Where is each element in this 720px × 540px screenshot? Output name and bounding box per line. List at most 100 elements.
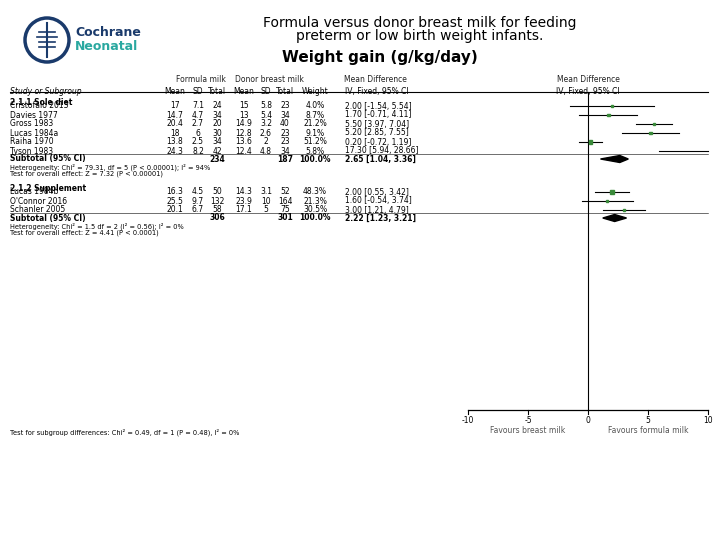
Text: 23: 23 [280, 129, 290, 138]
Text: 34: 34 [212, 111, 222, 119]
Text: 17.1: 17.1 [235, 206, 253, 214]
Text: preterm or low birth weight infants.: preterm or low birth weight infants. [297, 29, 544, 43]
Text: 30.5%: 30.5% [303, 206, 327, 214]
Text: 13.8: 13.8 [166, 138, 184, 146]
Text: Subtotal (95% CI): Subtotal (95% CI) [10, 213, 86, 222]
Text: 2.22 [1.23, 3.21]: 2.22 [1.23, 3.21] [345, 213, 416, 222]
Text: Test for overall effect: Z = 4.41 (P < 0.0001): Test for overall effect: Z = 4.41 (P < 0… [10, 230, 158, 237]
Text: 17.30 [5.94, 28.66]: 17.30 [5.94, 28.66] [345, 146, 418, 156]
Text: 7.1: 7.1 [192, 102, 204, 111]
Text: 5.8%: 5.8% [305, 146, 325, 156]
Text: 306: 306 [209, 213, 225, 222]
Text: 2.00 [0.55, 3.42]: 2.00 [0.55, 3.42] [345, 187, 409, 197]
Text: 164: 164 [278, 197, 292, 206]
Text: 34: 34 [280, 111, 290, 119]
Text: 4.8: 4.8 [260, 146, 272, 156]
Text: Total: Total [276, 87, 294, 96]
Text: 2.1.2 Supplement: 2.1.2 Supplement [10, 184, 86, 193]
Polygon shape [600, 156, 629, 163]
Text: 3.2: 3.2 [260, 119, 272, 129]
Text: 3.1: 3.1 [260, 187, 272, 197]
Text: 14.9: 14.9 [235, 119, 253, 129]
Text: 2.00 [-1.54, 5.54]: 2.00 [-1.54, 5.54] [345, 102, 412, 111]
Text: Cristofalo 2013: Cristofalo 2013 [10, 102, 68, 111]
Text: 20: 20 [212, 119, 222, 129]
Text: Heterogeneity: Chi² = 79.31, df = 5 (P < 0.00001); I² = 94%: Heterogeneity: Chi² = 79.31, df = 5 (P <… [10, 163, 210, 171]
Bar [653, 123, 655, 125]
Text: Formula versus donor breast milk for feeding: Formula versus donor breast milk for fee… [264, 16, 577, 30]
Text: 14.3: 14.3 [235, 187, 253, 197]
Text: 21.2%: 21.2% [303, 119, 327, 129]
Text: Subtotal (95% CI): Subtotal (95% CI) [10, 154, 86, 164]
Text: 23: 23 [280, 138, 290, 146]
Text: 5.20 [2.85, 7.55]: 5.20 [2.85, 7.55] [345, 129, 409, 138]
Text: 187: 187 [277, 154, 293, 164]
Text: 24: 24 [212, 102, 222, 111]
Text: 23: 23 [280, 102, 290, 111]
Text: 30: 30 [212, 129, 222, 138]
Text: 2.7: 2.7 [192, 119, 204, 129]
Text: 15: 15 [239, 102, 249, 111]
Text: Schanler 2005: Schanler 2005 [10, 206, 66, 214]
Text: Mean: Mean [165, 87, 186, 96]
Text: 21.3%: 21.3% [303, 197, 327, 206]
Text: 10: 10 [703, 416, 713, 425]
Text: 4.7: 4.7 [192, 111, 204, 119]
Bar [623, 209, 625, 211]
Text: 1.60 [-0.54, 3.74]: 1.60 [-0.54, 3.74] [345, 197, 412, 206]
Bar [611, 105, 613, 107]
Text: 20.1: 20.1 [166, 206, 184, 214]
Text: Mean: Mean [233, 87, 254, 96]
Bar [589, 140, 592, 144]
Text: Favours breast milk: Favours breast milk [490, 426, 566, 435]
Text: 34: 34 [212, 138, 222, 146]
Bar [649, 132, 652, 134]
Text: 5.50 [3.97, 7.04]: 5.50 [3.97, 7.04] [345, 119, 409, 129]
Text: 4.0%: 4.0% [305, 102, 325, 111]
Text: 301: 301 [277, 213, 293, 222]
Text: 8.7%: 8.7% [305, 111, 325, 119]
Bar [607, 114, 610, 116]
Text: 1.70 [-0.71, 4.11]: 1.70 [-0.71, 4.11] [345, 111, 411, 119]
Text: 100.0%: 100.0% [300, 154, 330, 164]
Text: 100.0%: 100.0% [300, 213, 330, 222]
Text: 23.9: 23.9 [235, 197, 253, 206]
Text: 3.00 [1.21, 4.79]: 3.00 [1.21, 4.79] [345, 206, 409, 214]
Text: 24.3: 24.3 [166, 146, 184, 156]
Text: IV, Fixed, 95% CI: IV, Fixed, 95% CI [345, 87, 409, 96]
Text: Heterogeneity: Chi² = 1.5 df = 2 (I² = 0.56); I² = 0%: Heterogeneity: Chi² = 1.5 df = 2 (I² = 0… [10, 222, 184, 230]
Text: 12.4: 12.4 [235, 146, 253, 156]
Text: Neonatal: Neonatal [75, 39, 138, 52]
Text: 75: 75 [280, 206, 290, 214]
Text: Formula milk: Formula milk [176, 75, 226, 84]
Text: 6: 6 [196, 129, 200, 138]
Polygon shape [603, 214, 626, 221]
Text: 50: 50 [212, 187, 222, 197]
Text: 34: 34 [280, 146, 290, 156]
Text: 2.1.1 Sole diet: 2.1.1 Sole diet [10, 98, 73, 107]
Text: 5: 5 [646, 416, 650, 425]
Text: 5: 5 [264, 206, 269, 214]
Text: 18: 18 [170, 129, 180, 138]
Text: Mean Difference: Mean Difference [343, 75, 406, 84]
Text: 5.4: 5.4 [260, 111, 272, 119]
Text: 4.5: 4.5 [192, 187, 204, 197]
Text: 13.6: 13.6 [235, 138, 253, 146]
Text: Donor breast milk: Donor breast milk [235, 75, 303, 84]
Text: Favours formula milk: Favours formula milk [608, 426, 688, 435]
Text: 0.20 [-0.72, 1.19]: 0.20 [-0.72, 1.19] [345, 138, 411, 146]
Text: Lucas 1984b: Lucas 1984b [10, 187, 58, 197]
Text: 20.4: 20.4 [166, 119, 184, 129]
Bar [611, 190, 613, 194]
Text: 16.3: 16.3 [166, 187, 184, 197]
Text: 0: 0 [585, 416, 590, 425]
Text: 234: 234 [209, 154, 225, 164]
Text: 48.3%: 48.3% [303, 187, 327, 197]
Text: Study or Subgroup: Study or Subgroup [10, 87, 81, 96]
Text: Gross 1983: Gross 1983 [10, 119, 53, 129]
Text: 40: 40 [280, 119, 290, 129]
Text: O'Connor 2016: O'Connor 2016 [10, 197, 67, 206]
Text: 9.1%: 9.1% [305, 129, 325, 138]
Text: 132: 132 [210, 197, 224, 206]
Text: Weight gain (g/kg/day): Weight gain (g/kg/day) [282, 50, 478, 65]
